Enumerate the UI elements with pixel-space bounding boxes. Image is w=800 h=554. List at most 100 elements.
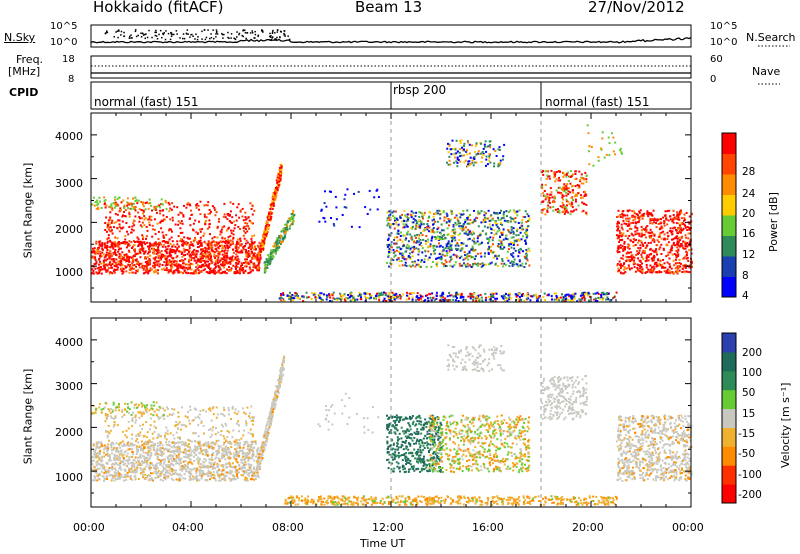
power-cell bbox=[152, 261, 155, 264]
power-cell bbox=[453, 216, 456, 219]
power-cell bbox=[238, 270, 241, 273]
nsky-point bbox=[196, 38, 199, 41]
nsky-point bbox=[161, 36, 163, 39]
nsky-point bbox=[130, 34, 132, 36]
power-cell bbox=[447, 299, 450, 301]
power-cell bbox=[655, 222, 657, 225]
power-cell bbox=[450, 294, 453, 297]
power-cell bbox=[642, 257, 645, 260]
power-cell bbox=[447, 218, 450, 220]
power-cell bbox=[439, 238, 442, 240]
power-cell bbox=[649, 228, 652, 231]
power-cell bbox=[447, 233, 450, 236]
power-cell bbox=[632, 221, 635, 224]
power-cell bbox=[474, 220, 477, 222]
power-cell bbox=[128, 211, 131, 214]
power-cell bbox=[463, 227, 465, 230]
power-cell bbox=[503, 143, 506, 146]
power-cell bbox=[571, 206, 574, 209]
power-cell bbox=[209, 246, 212, 249]
nsky-point bbox=[118, 30, 120, 32]
power-cell bbox=[628, 227, 631, 230]
power-cell bbox=[343, 198, 346, 201]
power-cell bbox=[382, 300, 385, 303]
power-cell bbox=[169, 207, 172, 210]
power-cell bbox=[187, 249, 190, 252]
power-cell bbox=[219, 259, 222, 262]
power-cell bbox=[210, 258, 213, 261]
power-cell bbox=[541, 183, 544, 186]
power-cell bbox=[451, 240, 453, 243]
power-cell bbox=[150, 204, 152, 207]
power-cell bbox=[268, 211, 271, 214]
power-cell bbox=[223, 244, 226, 247]
power-cell bbox=[658, 262, 661, 265]
power-cell bbox=[636, 227, 639, 230]
power-cell bbox=[139, 256, 142, 259]
power-cell bbox=[585, 194, 588, 197]
power-cell bbox=[407, 256, 410, 259]
power-cell bbox=[234, 250, 237, 252]
power-cell bbox=[614, 153, 616, 156]
power-cell bbox=[413, 261, 416, 264]
power-cell bbox=[106, 238, 109, 241]
power-cell bbox=[608, 154, 611, 157]
power-cell bbox=[276, 176, 279, 179]
power-cell bbox=[277, 237, 280, 240]
power-cell bbox=[122, 242, 125, 245]
power-cb-tick-24: 24 bbox=[742, 188, 756, 200]
power-cell bbox=[494, 150, 497, 152]
power-cell bbox=[171, 230, 173, 233]
power-cell bbox=[418, 237, 420, 240]
power-cell bbox=[380, 293, 383, 296]
power-cell bbox=[110, 204, 113, 207]
power-cell bbox=[196, 250, 199, 253]
power-cell bbox=[660, 225, 663, 228]
power-cell bbox=[675, 235, 678, 238]
nsky-point bbox=[145, 33, 147, 35]
power-cell bbox=[268, 214, 271, 217]
power-cell bbox=[177, 271, 180, 273]
power-cell bbox=[448, 260, 451, 263]
power-cell bbox=[272, 245, 275, 248]
power-cell bbox=[407, 217, 410, 219]
power-cell bbox=[122, 214, 124, 217]
power-cell bbox=[654, 251, 657, 254]
power-cell bbox=[388, 243, 391, 246]
freq-tick-top: 18 bbox=[62, 54, 75, 65]
power-cell bbox=[190, 241, 193, 244]
power-cell bbox=[569, 170, 572, 173]
power-cell bbox=[493, 211, 495, 214]
power-cell bbox=[582, 291, 585, 294]
power-cell bbox=[180, 238, 182, 241]
power-cell bbox=[684, 242, 687, 245]
power-cell bbox=[664, 266, 667, 269]
power-cell bbox=[142, 268, 145, 271]
power-cell bbox=[201, 254, 204, 257]
power-cell bbox=[280, 293, 283, 296]
nsky-point bbox=[269, 36, 272, 38]
power-cell bbox=[181, 251, 184, 254]
power-cell bbox=[114, 271, 116, 274]
power-cell bbox=[450, 210, 453, 213]
nsky-tick-bottom: 10^0 bbox=[50, 37, 78, 48]
nsky-point bbox=[151, 36, 153, 39]
nsky-point bbox=[197, 36, 199, 38]
power-cell bbox=[652, 232, 655, 235]
power-cell bbox=[553, 175, 556, 178]
power-cell bbox=[673, 216, 676, 219]
power-cell bbox=[521, 218, 524, 221]
power-cell bbox=[473, 293, 475, 295]
power-cell bbox=[428, 226, 431, 229]
power-cell bbox=[413, 260, 416, 263]
power-cell bbox=[171, 266, 174, 269]
power-cell bbox=[484, 299, 487, 302]
power-cell bbox=[266, 267, 269, 269]
power-cell bbox=[292, 216, 295, 219]
power-cell bbox=[636, 221, 639, 224]
power-cell bbox=[547, 175, 549, 178]
power-cell bbox=[155, 252, 158, 255]
power-cell bbox=[682, 246, 684, 249]
power-cell bbox=[196, 241, 199, 244]
power-cell bbox=[428, 256, 431, 259]
